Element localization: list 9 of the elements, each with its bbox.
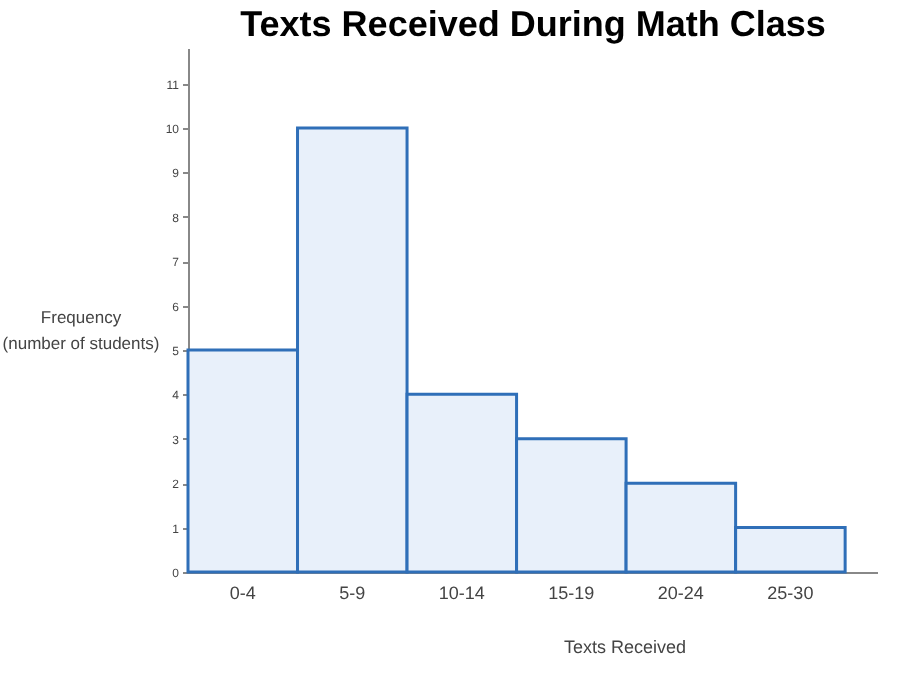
- x-axis-title: Texts Received: [563, 637, 687, 657]
- x-tick-label: 15-19: [548, 583, 595, 603]
- y-axis-title: Frequency (number of students): [2, 307, 160, 353]
- chart-title: Texts Received During Math Class: [240, 4, 826, 44]
- x-tick-label: 20-24: [657, 583, 704, 603]
- x-tick-label: 5-9: [339, 583, 366, 603]
- x-tick-label: 0-4: [229, 583, 256, 603]
- x-tick-label: 10-14: [438, 583, 485, 603]
- x-tick-label: 25-30: [767, 583, 814, 603]
